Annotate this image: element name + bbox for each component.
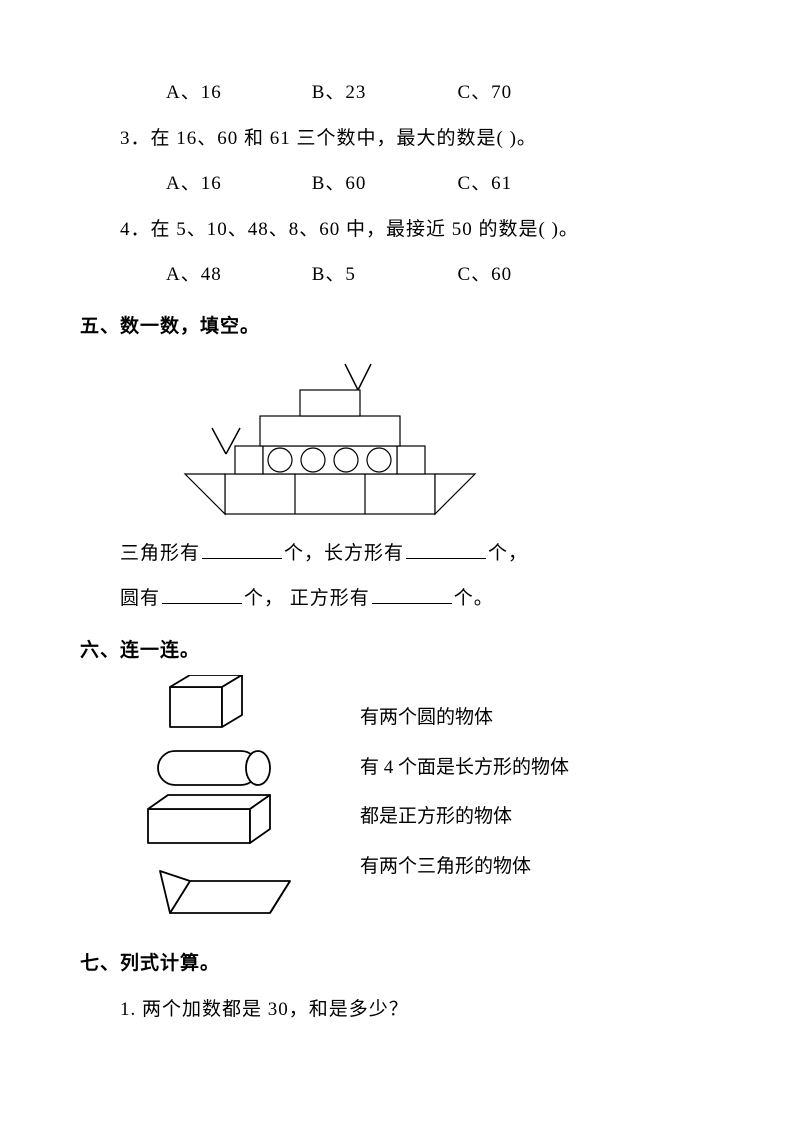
- section7-q1: 1. 两个加数都是 30，和是多少？: [80, 987, 720, 1033]
- label-all-squares: 都是正方形的物体: [360, 792, 569, 841]
- s5-l1-suffix: 个，: [488, 543, 528, 564]
- q3-option-b: B、60: [312, 161, 452, 207]
- q4-option-b: B、5: [312, 252, 452, 298]
- triangular-prism-icon: [160, 871, 290, 913]
- blank-rectangle[interactable]: [406, 537, 486, 559]
- label-two-circles: 有两个圆的物体: [360, 693, 569, 742]
- s5-l1-prefix: 三角形有: [120, 543, 200, 564]
- section5-line2: 圆有 个， 正方形有 个。: [80, 576, 720, 622]
- q4-text: 4．在 5、10、48、8、60 中，最接近 50 的数是( )。: [80, 207, 720, 253]
- cube-icon: [170, 675, 242, 727]
- q2-option-a: A、16: [166, 70, 306, 116]
- cuboid-icon: [148, 795, 270, 843]
- s5-l2-mid: 个， 正方形有: [244, 588, 370, 609]
- blank-square[interactable]: [372, 582, 452, 604]
- q2-options: A、16 B、23 C、70: [80, 70, 720, 116]
- label-four-rectangles: 有 4 个面是长方形的物体: [360, 743, 569, 792]
- q3-options: A、16 B、60 C、61: [80, 161, 720, 207]
- section5-title: 五、数一数，填空。: [80, 304, 720, 350]
- shapes-column: [130, 675, 300, 935]
- q2-option-b: B、23: [312, 70, 452, 116]
- q2-option-c: C、70: [458, 70, 598, 116]
- s5-l2-suffix: 个。: [454, 588, 494, 609]
- q3-option-c: C、61: [458, 161, 598, 207]
- q3-text: 3．在 16、60 和 61 三个数中，最大的数是( )。: [80, 116, 720, 162]
- q4-option-c: C、60: [458, 252, 598, 298]
- boat-figure: [140, 354, 720, 529]
- q3-option-a: A、16: [166, 161, 306, 207]
- labels-column: 有两个圆的物体 有 4 个面是长方形的物体 都是正方形的物体 有两个三角形的物体: [360, 675, 569, 891]
- q4-options: A、48 B、5 C、60: [80, 252, 720, 298]
- label-two-triangles: 有两个三角形的物体: [360, 842, 569, 891]
- cylinder-icon: [158, 751, 270, 785]
- s5-l1-mid: 个，长方形有: [284, 543, 404, 564]
- blank-circle[interactable]: [162, 582, 242, 604]
- blank-triangle[interactable]: [202, 537, 282, 559]
- s5-l2-prefix: 圆有: [120, 588, 160, 609]
- section7-title: 七、列式计算。: [80, 941, 720, 987]
- q4-option-a: A、48: [166, 252, 306, 298]
- section6-title: 六、连一连。: [80, 628, 720, 674]
- section5-line1: 三角形有 个，长方形有 个，: [80, 531, 720, 577]
